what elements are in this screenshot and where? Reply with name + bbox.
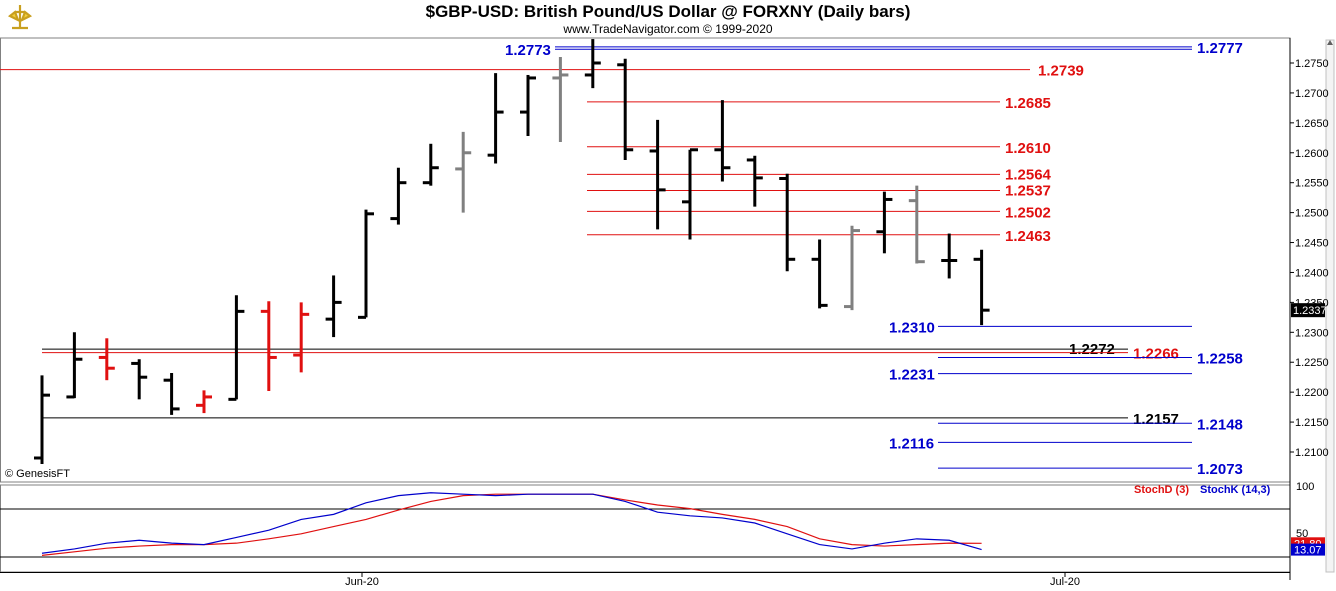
level-label: 1.2258 [1197, 350, 1243, 367]
level-label: 1.2157 [1133, 411, 1179, 428]
level-label: 1.2537 [1005, 182, 1051, 199]
level-label: 1.2739 [1038, 63, 1084, 80]
x-tick-label: Jul-20 [1050, 576, 1080, 588]
y-tick-label: 1.2550 [1295, 178, 1329, 190]
chart-subtitle: www.TradeNavigator.com © 1999-2020 [563, 22, 773, 36]
y-tick-label: 1.2300 [1295, 327, 1329, 339]
y-tick-label: 1.2750 [1295, 58, 1329, 70]
stoch-last-label: 13.07 [1294, 545, 1322, 557]
stoch-last-box [1291, 543, 1325, 556]
stoch-panel-frame [0, 484, 1291, 573]
stoch-y-tick-label: 50 [1296, 528, 1308, 540]
level-label: 1.2564 [1005, 166, 1052, 183]
copyright-label: © GenesisFT [5, 468, 70, 480]
y-tick-label: 1.2650 [1295, 118, 1329, 130]
last-price-label: 1.2337 [1293, 305, 1327, 317]
stoch-line-k [41, 492, 982, 554]
chart-title: $GBP-USD: British Pound/US Dollar @ FORX… [425, 2, 911, 21]
level-label: 1.2231 [889, 367, 935, 384]
level-label: 1.2272 [1069, 341, 1115, 358]
level-label: 1.2266 [1133, 346, 1179, 363]
y-tick-label: 1.2150 [1295, 417, 1329, 429]
y-tick-label: 1.2400 [1295, 267, 1329, 279]
y-tick-label: 1.2450 [1295, 238, 1329, 250]
legend-stoch-k: StochK (14,3) [1200, 484, 1271, 496]
level-label: 1.2073 [1197, 461, 1243, 478]
y-tick-label: 1.2100 [1295, 447, 1329, 459]
level-label: 1.2777 [1197, 40, 1243, 57]
level-label: 1.2116 [889, 435, 934, 452]
level-label: 1.2610 [1005, 140, 1051, 157]
y-tick-label: 1.2600 [1295, 148, 1329, 160]
stoch-y-tick-label: 100 [1296, 481, 1314, 493]
stoch-line-d [41, 493, 982, 556]
legend-stoch-d: StochD (3) [1134, 484, 1189, 496]
level-label: 1.2463 [1005, 228, 1051, 245]
price-panel-frame [0, 37, 1291, 483]
level-label: 1.2310 [889, 319, 935, 336]
x-tick-label: Jun-20 [345, 576, 379, 588]
level-label: 1.2773 [505, 42, 551, 59]
last-price-box [1291, 303, 1325, 318]
y-tick-label: 1.2700 [1295, 88, 1329, 100]
scroll-up-arrow [1327, 40, 1333, 45]
y-tick-label: 1.2250 [1295, 357, 1329, 369]
y-tick-label: 1.2500 [1295, 208, 1329, 220]
level-label: 1.2148 [1197, 416, 1243, 433]
y-tick-label: 1.2200 [1295, 387, 1329, 399]
level-label: 1.2502 [1005, 204, 1051, 221]
level-label: 1.2685 [1005, 95, 1051, 112]
